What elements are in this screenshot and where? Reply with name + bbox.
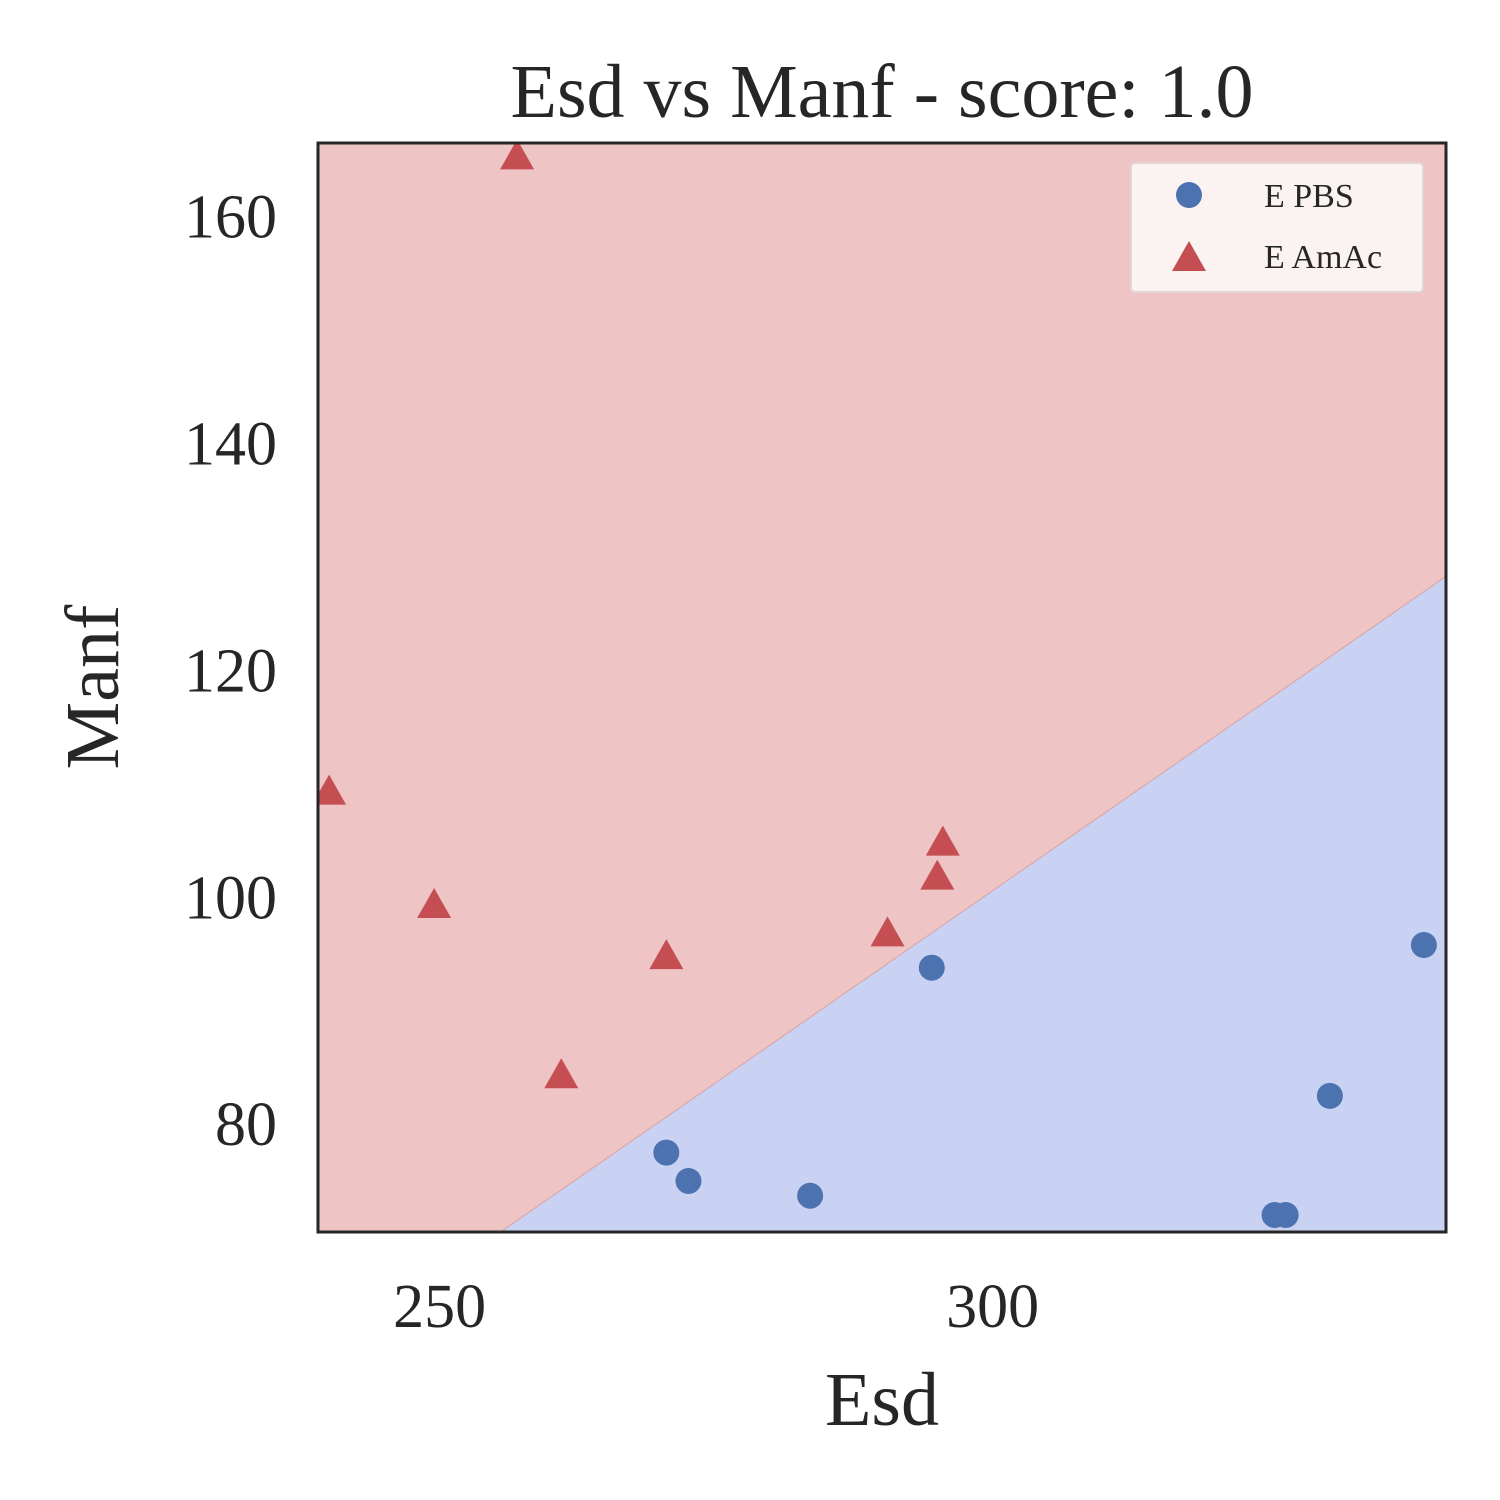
decision-boundary-line — [500, 575, 1446, 1232]
legend-marker — [1176, 182, 1202, 208]
legend-label: E AmAc — [1264, 239, 1382, 276]
y-tick-label: 140 — [184, 411, 277, 479]
x-axis-label: Esd — [825, 1358, 939, 1442]
region-lower — [318, 576, 1446, 1232]
data-point — [649, 939, 684, 970]
data-point — [1316, 1082, 1343, 1109]
data-point — [918, 954, 945, 981]
legend: E PBS E AmAc — [1130, 162, 1424, 293]
data-point — [925, 825, 960, 856]
legend-box — [1130, 162, 1424, 293]
y-tick-label: 100 — [184, 864, 277, 932]
x-tick-label: 300 — [946, 1273, 1039, 1341]
plot-frame — [316, 141, 1448, 1234]
data-point — [544, 1058, 579, 1089]
axis-ticks: 250 300 80 100 120 140 160 — [184, 184, 1039, 1341]
y-tick-label: 120 — [184, 637, 277, 705]
data-point — [1410, 932, 1437, 959]
x-tick-label: 250 — [393, 1273, 486, 1341]
y-tick-label: 160 — [184, 184, 277, 252]
data-point — [417, 888, 452, 919]
decision-regions — [318, 143, 1446, 1232]
data-point — [870, 916, 905, 947]
y-tick-label: 80 — [215, 1091, 277, 1159]
data-point — [920, 859, 955, 890]
data-point — [500, 143, 535, 170]
data-point — [797, 1182, 824, 1209]
data-points — [318, 143, 1437, 1228]
legend-label: E PBS — [1264, 178, 1354, 215]
chart-title: Esd vs Manf - score: 1.0 — [511, 50, 1254, 134]
data-point — [675, 1167, 702, 1194]
data-point — [318, 774, 347, 805]
legend-marker — [1172, 241, 1206, 271]
data-point — [653, 1139, 680, 1166]
data-point — [1272, 1201, 1299, 1228]
y-axis-label: Manf — [51, 604, 135, 769]
